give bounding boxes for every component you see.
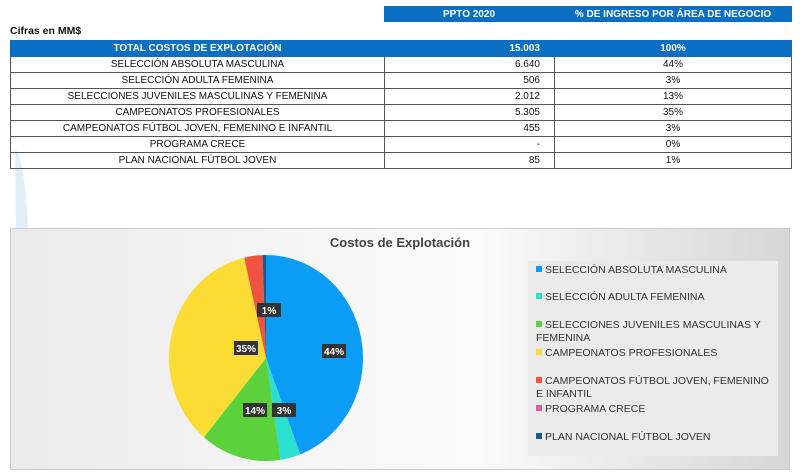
- pie-plot: 44% 3% 14% 35% 1%: [169, 255, 363, 461]
- legend-label: PROGRAMA CRECE: [545, 403, 646, 415]
- table-column-header: PPTO 2020 % DE INGRESO POR ÁREA DE NEGOC…: [384, 6, 792, 22]
- cell-value: 85: [384, 152, 555, 169]
- data-label: 44%: [322, 344, 346, 358]
- cell-value: 6.640: [384, 56, 555, 73]
- svg-text:3%: 3%: [277, 406, 292, 417]
- chart-title: Costos de Explotación: [329, 235, 471, 250]
- legend-swatch-icon: [536, 321, 542, 327]
- legend-item: CAMPEONATOS PROFESIONALES: [536, 347, 774, 360]
- legend-swatch-icon: [536, 405, 542, 411]
- legend-label: SELECCIONES JUVENILES MASCULINAS Y FEMEN…: [536, 319, 761, 344]
- cell-value: 455: [384, 120, 555, 137]
- legend-item: PLAN NACIONAL FÚTBOL JOVEN: [536, 431, 774, 444]
- cell-value: 5.305: [384, 104, 555, 121]
- svg-text:35%: 35%: [236, 344, 256, 355]
- cell-label: CAMPEONATOS PROFESIONALES: [10, 104, 385, 121]
- data-label: 14%: [243, 403, 267, 417]
- cell-pct: 3%: [554, 72, 792, 89]
- cell-pct: 44%: [554, 56, 792, 73]
- legend-label: PLAN NACIONAL FÚTBOL JOVEN: [545, 431, 711, 443]
- pie-chart: Costos de Explotación 44% 3% 14% 35% 1% SELE…: [10, 228, 790, 470]
- legend-label: CAMPEONATOS FÚTBOL JOVEN, FEMENINO E INF…: [536, 375, 769, 400]
- costs-table: TOTAL COSTOS DE EXPLOTACIÓN 15.003 100% …: [10, 40, 792, 169]
- svg-text:14%: 14%: [245, 406, 265, 417]
- data-label: 35%: [234, 341, 258, 355]
- total-label: TOTAL COSTOS DE EXPLOTACIÓN: [10, 40, 385, 57]
- cell-label: CAMPEONATOS FÚTBOL JOVEN, FEMENINO E INF…: [10, 120, 385, 137]
- header-budget: PPTO 2020: [442, 8, 496, 20]
- total-row: TOTAL COSTOS DE EXPLOTACIÓN 15.003 100%: [10, 40, 792, 57]
- legend-item: SELECCIÓN ADULTA FEMENINA: [536, 291, 774, 304]
- legend-label: CAMPEONATOS PROFESIONALES: [545, 347, 718, 359]
- table-row: CAMPEONATOS FÚTBOL JOVEN, FEMENINO E INF…: [10, 120, 792, 137]
- legend-item: SELECCIÓN ABSOLUTA MASCULINA: [536, 264, 774, 277]
- legend-swatch-icon: [536, 293, 542, 299]
- legend-swatch-icon: [536, 349, 542, 355]
- table-row: SELECCIONES JUVENILES MASCULINAS Y FEMEN…: [10, 88, 792, 105]
- table-row: PROGRAMA CRECE -0%: [10, 136, 792, 153]
- table-row: PLAN NACIONAL FÚTBOL JOVEN 85 1%: [10, 152, 792, 169]
- legend-item: PROGRAMA CRECE: [536, 403, 774, 416]
- legend-swatch-icon: [536, 266, 542, 272]
- legend-swatch-icon: [536, 433, 542, 439]
- cell-label: SELECCIÓN ABSOLUTA MASCULINA: [10, 56, 385, 73]
- cell-pct: 1%: [554, 152, 792, 169]
- cell-pct: 0%: [554, 136, 792, 153]
- table-row: CAMPEONATOS PROFESIONALES 5.305 35%: [10, 104, 792, 121]
- cell-pct: 3%: [554, 120, 792, 137]
- cell-pct: 35%: [554, 104, 792, 121]
- cell-value: -: [384, 136, 555, 153]
- cell-label: PROGRAMA CRECE: [10, 136, 385, 153]
- cell-label: PLAN NACIONAL FÚTBOL JOVEN: [10, 152, 385, 169]
- legend-swatch-icon: [536, 377, 542, 383]
- legend-label: SELECCIÓN ADULTA FEMENINA: [545, 291, 705, 303]
- total-pct: 100%: [554, 40, 792, 57]
- cell-label: SELECCIONES JUVENILES MASCULINAS Y FEMEN…: [10, 88, 385, 105]
- pie-slice: [169, 257, 266, 438]
- svg-text:44%: 44%: [324, 347, 344, 358]
- total-value: 15.003: [384, 40, 555, 57]
- data-label: 3%: [272, 403, 296, 417]
- chart-legend: SELECCIÓN ABSOLUTA MASCULINA SELECCIÓN AD…: [528, 261, 778, 456]
- legend-label: SELECCIÓN ABSOLUTA MASCULINA: [545, 264, 727, 276]
- header-pct: % DE INGRESO POR ÁREA DE NEGOCIO: [574, 8, 772, 20]
- cell-value: 2.012: [384, 88, 555, 105]
- cell-value: 506: [384, 72, 555, 89]
- units-label: Cifras en MM$: [10, 25, 82, 37]
- table-row: SELECCIÓN ADULTA FEMENINA 506 3%: [10, 72, 792, 89]
- pie-slice: [203, 358, 281, 461]
- svg-text:1%: 1%: [262, 306, 277, 317]
- legend-item: SELECCIONES JUVENILES MASCULINAS Y FEMEN…: [536, 319, 774, 345]
- pie-slice: [244, 255, 266, 358]
- cell-label: SELECCIÓN ADULTA FEMENINA: [10, 72, 385, 89]
- legend-item: CAMPEONATOS FÚTBOL JOVEN, FEMENINO E INF…: [536, 375, 774, 401]
- cell-pct: 13%: [554, 88, 792, 105]
- data-label: 1%: [257, 303, 281, 317]
- table-row: SELECCIÓN ABSOLUTA MASCULINA 6.640 44%: [10, 56, 792, 73]
